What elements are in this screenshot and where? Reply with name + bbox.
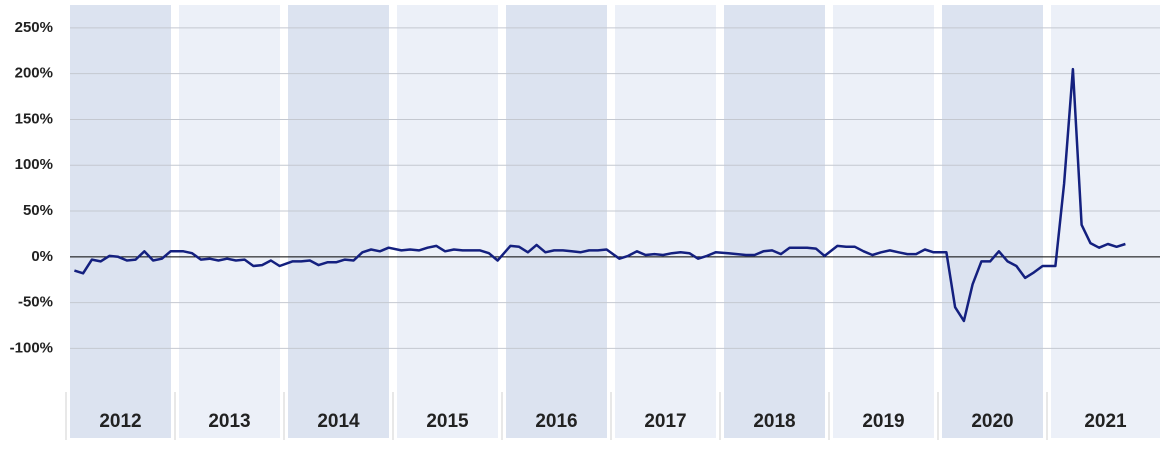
- year-band: [397, 5, 498, 438]
- year-band: [179, 5, 280, 438]
- y-tick-label: 100%: [15, 156, 53, 173]
- y-tick-label: -50%: [18, 294, 53, 311]
- x-tick-label: 2016: [535, 411, 577, 432]
- year-band: [1051, 5, 1160, 438]
- year-band: [942, 5, 1043, 438]
- year-band: [288, 5, 389, 438]
- year-band: [833, 5, 934, 438]
- y-tick-label: 150%: [15, 110, 53, 127]
- y-tick-label: 200%: [15, 65, 53, 82]
- year-band: [615, 5, 716, 438]
- x-tick-label: 2017: [644, 411, 686, 432]
- year-band: [70, 5, 171, 438]
- x-tick-label: 2021: [1084, 411, 1127, 432]
- y-tick-label: 50%: [23, 202, 53, 219]
- x-tick-label: 2014: [317, 411, 360, 432]
- data-line: [74, 67, 1126, 323]
- x-tick-label: 2018: [753, 411, 795, 432]
- y-tick-label: 250%: [15, 19, 53, 36]
- year-band: [506, 5, 607, 438]
- year-band: [724, 5, 825, 438]
- x-tick-label: 2015: [426, 411, 469, 432]
- x-tick-label: 2012: [99, 411, 141, 432]
- x-tick-label: 2019: [862, 411, 904, 432]
- x-tick-label: 2013: [208, 411, 250, 432]
- x-tick-label: 2020: [971, 411, 1013, 432]
- y-tick-label: 0%: [31, 248, 53, 265]
- y-tick-label: -100%: [10, 339, 53, 356]
